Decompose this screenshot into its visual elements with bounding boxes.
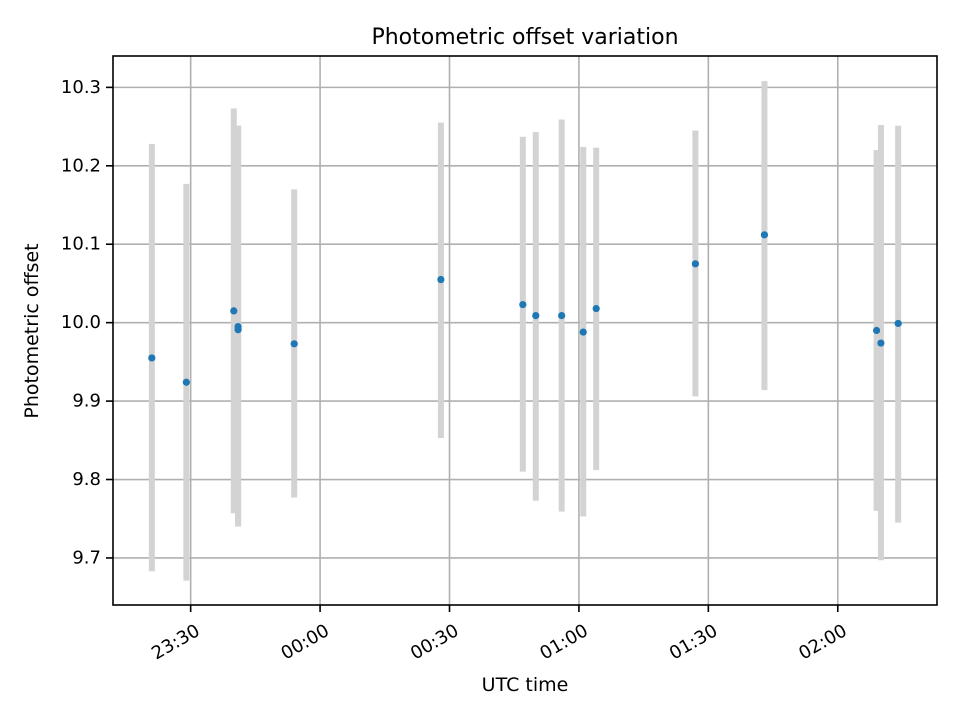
data-point: [290, 340, 298, 348]
data-point: [519, 301, 527, 309]
y-axis-ticks: 9.7 9.8 9.9 10.0 10.1 10.2 10.3: [61, 77, 113, 568]
error-bars: [148, 81, 902, 581]
y-tick-label: 10.3: [61, 77, 101, 98]
x-tick-label: 23:30: [148, 620, 203, 664]
data-point: [558, 311, 566, 320]
data-point: [437, 275, 445, 284]
x-tick-label: 01:30: [666, 620, 721, 664]
data-point: [894, 319, 902, 328]
data-points: [148, 231, 902, 386]
data-point: [877, 339, 885, 347]
plot-frame: [112, 55, 938, 606]
x-axis-label: UTC time: [482, 674, 569, 696]
y-tick-label: 10.2: [61, 155, 101, 176]
data-point: [182, 378, 190, 386]
data-point: [579, 328, 587, 336]
data-point: [230, 307, 238, 315]
y-tick-label: 9.8: [72, 469, 101, 490]
y-tick-label: 10.1: [61, 234, 101, 255]
chart-title: Photometric offset variation: [371, 25, 678, 50]
x-tick-label: 00:30: [407, 620, 462, 664]
y-tick-label: 9.7: [72, 547, 101, 568]
data-point: [532, 311, 540, 320]
data-point: [691, 260, 700, 268]
x-tick-label: 00:00: [278, 620, 333, 664]
data-point: [148, 354, 156, 362]
x-tick-label: 02:00: [795, 620, 850, 664]
data-point: [873, 326, 881, 335]
x-axis-ticks: 23:30 00:00 00:30 01:00 01:30 02:00: [148, 605, 851, 664]
data-point: [234, 322, 242, 331]
y-tick-label: 10.0: [61, 312, 101, 333]
y-tick-label: 9.9: [72, 391, 101, 412]
data-point: [592, 304, 600, 313]
x-tick-label: 01:00: [536, 620, 591, 664]
data-point: [760, 231, 769, 239]
y-axis-label: Photometric offset: [21, 243, 43, 418]
